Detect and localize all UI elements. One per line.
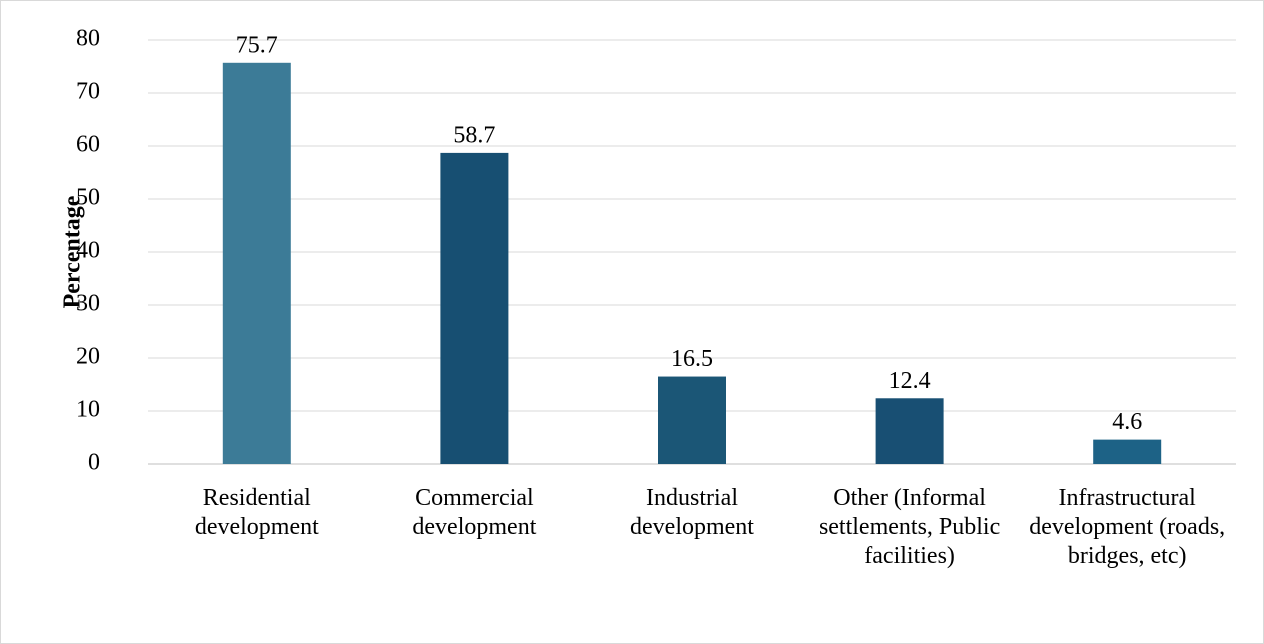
x-tick-label: Industrial development [630, 485, 754, 540]
y-tick-label: 10 [76, 397, 100, 423]
x-tick-label: Other (Informal settlements, Public faci… [818, 485, 1001, 569]
x-tick-label: Residential development [194, 485, 319, 540]
x-tick-label: Commercial development [412, 485, 537, 540]
y-tick-label: 40 [76, 238, 100, 264]
y-tick-label: 50 [76, 185, 100, 211]
y-tick-label: 60 [76, 132, 100, 158]
bar [658, 376, 726, 464]
data-label: 75.7 [236, 32, 278, 58]
y-tick-label: 30 [76, 291, 100, 317]
y-tick-label: 70 [76, 79, 100, 105]
x-tick-label: Infrastructural development (roads, brid… [1029, 485, 1226, 569]
bar [1093, 439, 1162, 464]
bar [440, 152, 509, 464]
data-label: 58.7 [453, 122, 495, 148]
data-label: 4.6 [1112, 409, 1142, 435]
data-label: 16.5 [671, 346, 713, 372]
y-tick-label: 80 [76, 26, 100, 52]
y-tick-label: 0 [88, 450, 100, 476]
data-label: 12.4 [889, 368, 931, 394]
bar [222, 62, 291, 464]
bar [875, 398, 944, 464]
y-tick-label: 20 [76, 344, 100, 370]
y-axis-title: Percentage [60, 195, 86, 308]
